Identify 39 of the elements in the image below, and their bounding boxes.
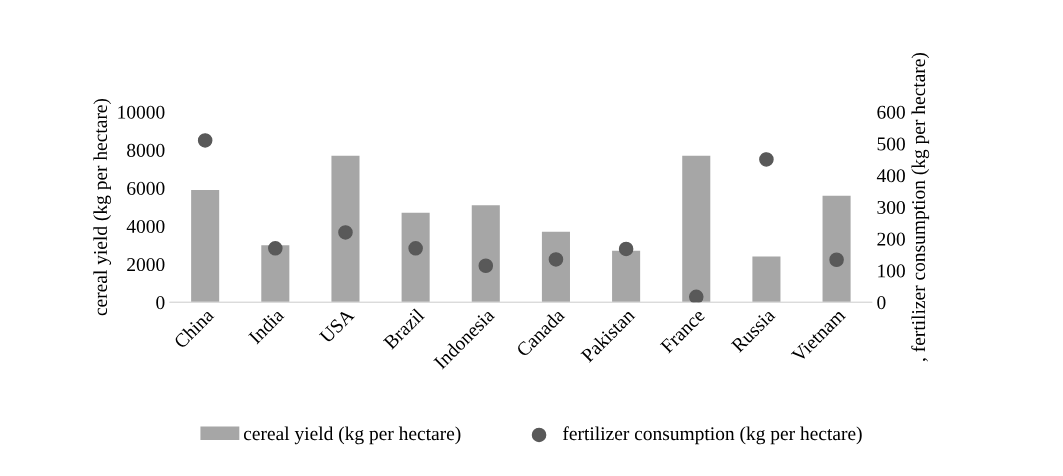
- y-tick-label: 0: [156, 296, 165, 310]
- bar: [541, 231, 570, 303]
- y2-tick-label: 100: [878, 264, 905, 278]
- point: [548, 252, 564, 267]
- point: [618, 241, 634, 257]
- point: [408, 241, 423, 256]
- point: [197, 133, 213, 148]
- y2-tick-label: 600: [877, 105, 905, 119]
- y2-tick-label: 200: [877, 232, 905, 246]
- y-axis-title: cereal yield (kg per hectare): [93, 98, 112, 316]
- y-tick-label: 8000: [127, 143, 165, 157]
- x-tick-label: India: [247, 307, 285, 345]
- legend-label: cereal yield (kg per hectare): [243, 426, 461, 445]
- y2-tick-label: 500: [877, 137, 905, 151]
- y2-tick-label: 300: [877, 200, 905, 214]
- y2-tick-label: 400: [876, 169, 905, 183]
- point: [268, 241, 283, 256]
- point: [338, 225, 353, 240]
- bar: [191, 189, 220, 303]
- bar: [752, 256, 781, 303]
- bar: [331, 155, 360, 303]
- y-tick-label: 4000: [126, 219, 165, 234]
- bar: [261, 245, 290, 303]
- bar: [401, 212, 430, 303]
- y2-tick-label: 0: [877, 296, 886, 310]
- y-tick-label: 6000: [127, 181, 165, 195]
- bar: [822, 195, 851, 303]
- y2-axis-title: , fertilizer consumption (kg per hectare): [911, 52, 930, 362]
- bar: [612, 250, 641, 303]
- y-tick-label: 2000: [127, 258, 165, 272]
- y-tick-label: 10000: [118, 105, 165, 119]
- point: [829, 252, 844, 268]
- point: [688, 289, 704, 303]
- point: [759, 152, 774, 167]
- point: [478, 258, 494, 274]
- x-tick-label: USA: [318, 307, 356, 345]
- bar: [471, 205, 500, 303]
- legend-label: fertilizer consumption (kg per hectare): [562, 426, 862, 445]
- bar: [682, 155, 711, 303]
